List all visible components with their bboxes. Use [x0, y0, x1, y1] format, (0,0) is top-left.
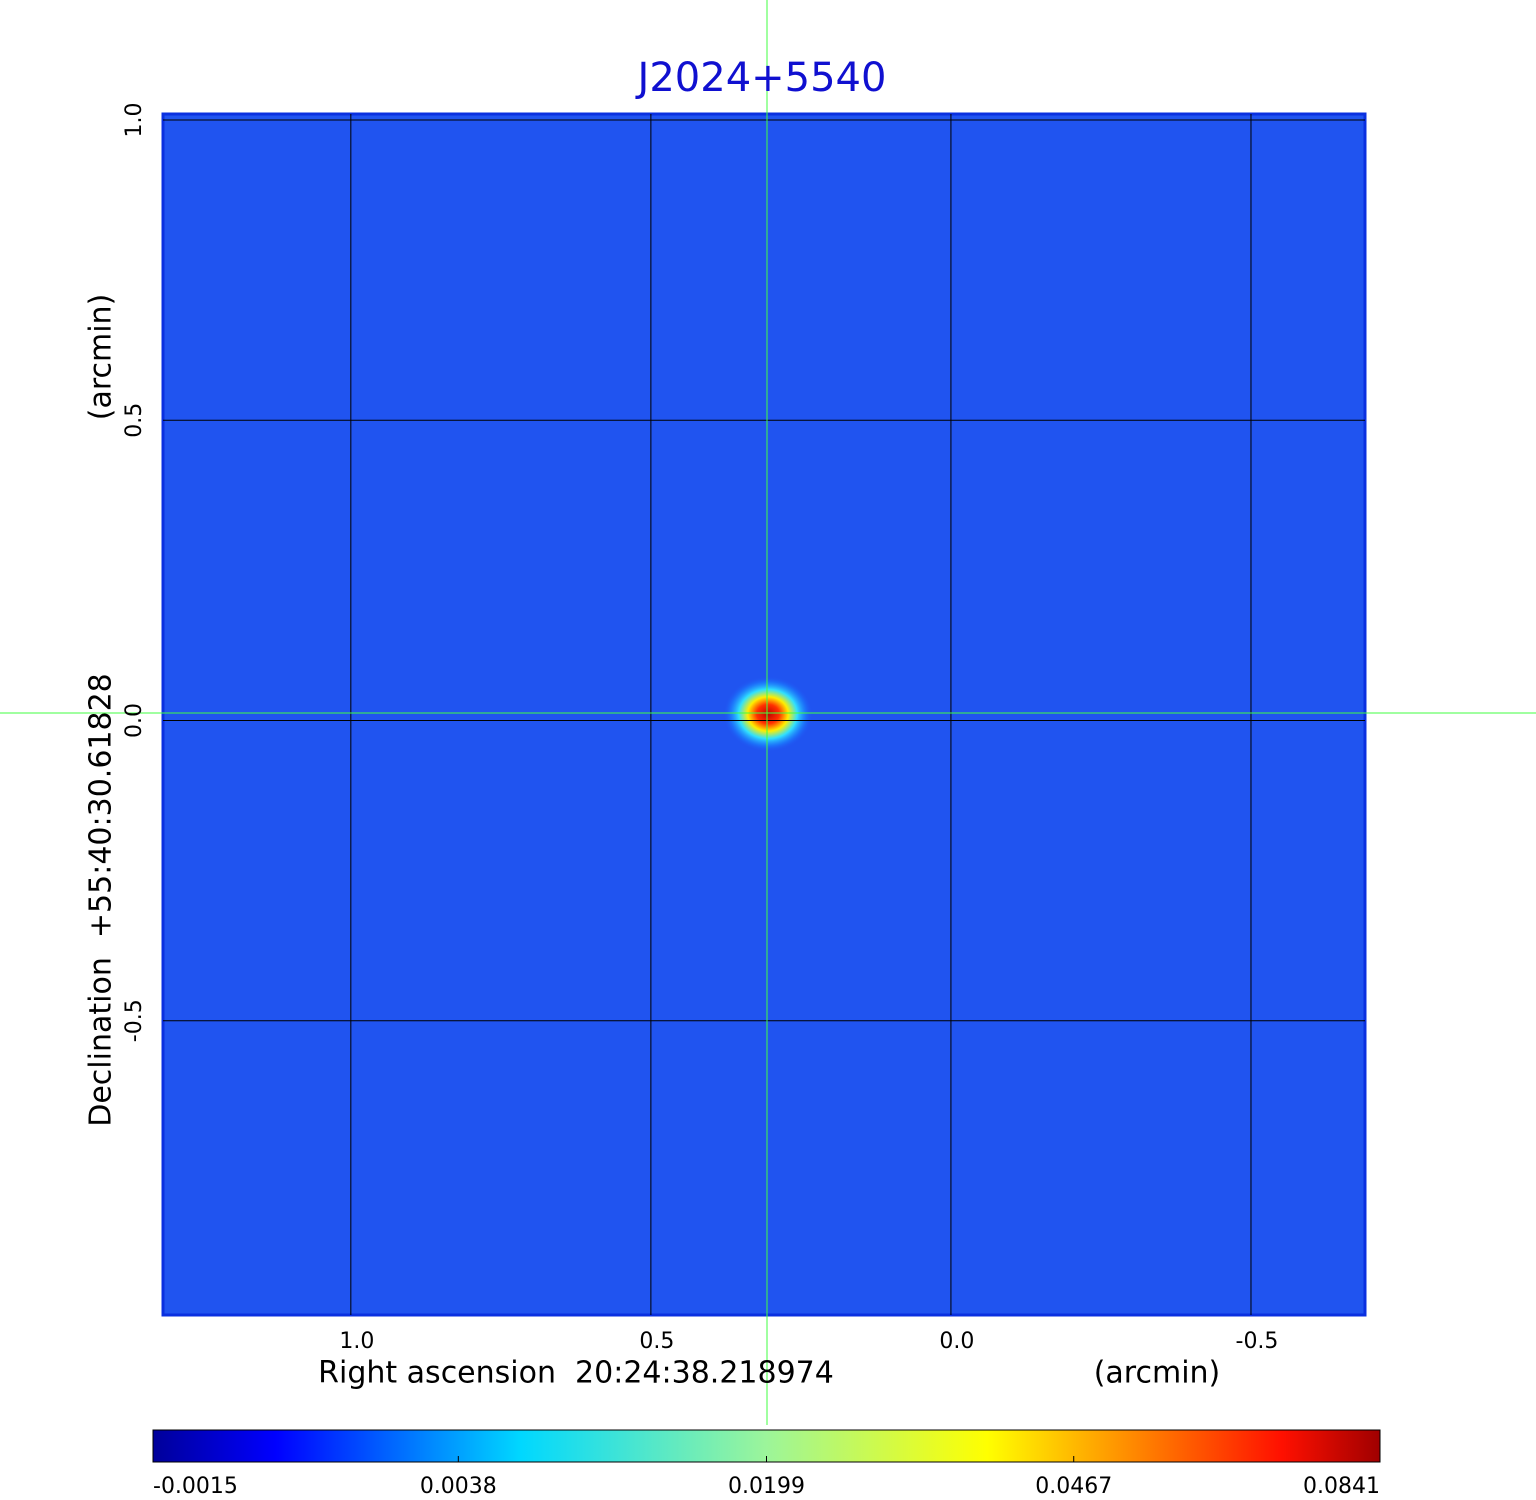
y-tick-label: 0.5: [122, 403, 147, 438]
chart-title: J2024+5540: [635, 55, 887, 101]
y-tick-label: 1.0: [122, 103, 147, 138]
source: [723, 676, 813, 752]
x-tick-label: -0.5: [1236, 1329, 1279, 1354]
y-tick-label: -0.5: [122, 999, 147, 1042]
x-tick-label: 0.5: [639, 1329, 674, 1354]
x-axis-label: Right ascension 20:24:38.218974: [318, 1356, 834, 1391]
colorbar-tick-label: -0.0015: [153, 1474, 238, 1499]
colorbar-tick-label: 0.0038: [420, 1474, 497, 1499]
x-axis-unit: (arcmin): [1094, 1356, 1221, 1391]
colorbar-tick-label: 0.0841: [1303, 1474, 1380, 1499]
y-axis-label: Declination +55:40:30.61828: [84, 673, 119, 1127]
colorbar-tick-label: 0.0467: [1035, 1474, 1112, 1499]
x-tick-label: 1.0: [339, 1329, 374, 1354]
y-tick-label: 0.0: [122, 703, 147, 738]
y-axis-unit: (arcmin): [84, 294, 119, 421]
colorbar-tick-label: 0.0199: [728, 1474, 805, 1499]
x-tick-label: 0.0: [939, 1329, 974, 1354]
